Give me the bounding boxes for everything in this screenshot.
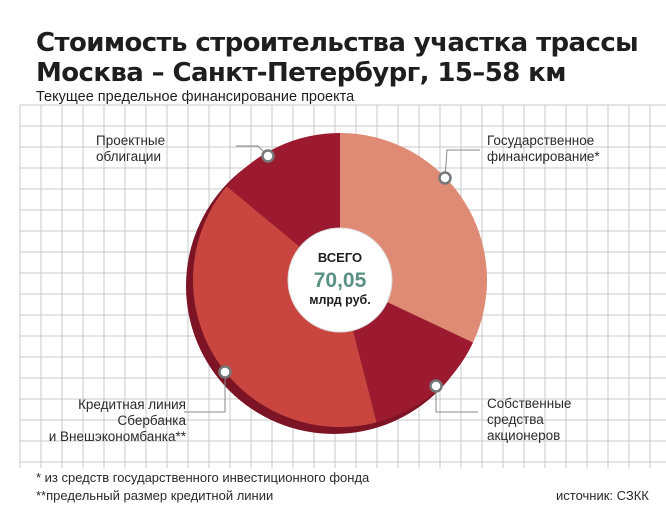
chart-title: Стоимость строительства участка трассы М…	[36, 28, 639, 88]
label-shareholders-line-1: Собственные	[487, 396, 572, 411]
label-state-line-1: Государственное	[487, 133, 595, 148]
label-bonds-line-1: Проектные	[96, 133, 166, 148]
label-credit-line-1: Кредитная линия	[78, 397, 186, 412]
footnote-1: * из средств государственного инвестицио…	[36, 470, 370, 485]
slice-shareholders	[352, 302, 474, 423]
marker-bonds	[261, 149, 275, 163]
marker-shareholders	[429, 379, 443, 393]
slice-credit	[193, 186, 377, 427]
title-line-2: Москва – Санкт-Петербург, 15–58 км	[36, 58, 566, 88]
label-shareholders-line-3: акционеров	[487, 428, 561, 443]
label-bonds-line-2: облигации	[96, 149, 162, 164]
source-note: источник: СЗКК	[556, 488, 649, 503]
footnote-2: **предельный размер кредитной линии	[36, 488, 274, 503]
marker-credit	[218, 365, 232, 379]
center-total-label: ВСЕГО	[318, 250, 362, 265]
label-bonds: Проектные облигации	[96, 133, 165, 165]
credit-leader-line	[184, 372, 226, 413]
label-credit-line-3: и Внешэкономбанка**	[48, 429, 186, 444]
marker-state	[438, 171, 452, 185]
label-credit-line-2: Сбербанка	[117, 413, 186, 428]
center-total-unit: млрд руб.	[309, 293, 371, 307]
label-shareholders: Собственные средства акционеров	[487, 396, 571, 444]
center-total-value: 70,05	[314, 269, 367, 292]
donut-slices	[193, 133, 487, 427]
slice-bonds	[226, 133, 340, 247]
slice-state	[340, 133, 487, 343]
state-leader-line	[444, 149, 480, 179]
slice-markers	[218, 149, 452, 393]
shareholders-leader-line	[435, 386, 478, 413]
label-credit: Кредитная линия Сбербанка и Внешэкономба…	[36, 397, 186, 445]
donut-hole	[287, 227, 393, 333]
title-line-1: Стоимость строительства участка трассы	[36, 28, 639, 58]
label-state: Государственное финансирование*	[487, 133, 600, 165]
label-state-line-2: финансирование*	[487, 149, 600, 164]
label-shareholders-line-2: средства	[487, 412, 544, 427]
chart-subtitle: Текущее предельное финансирование проект…	[36, 89, 355, 105]
